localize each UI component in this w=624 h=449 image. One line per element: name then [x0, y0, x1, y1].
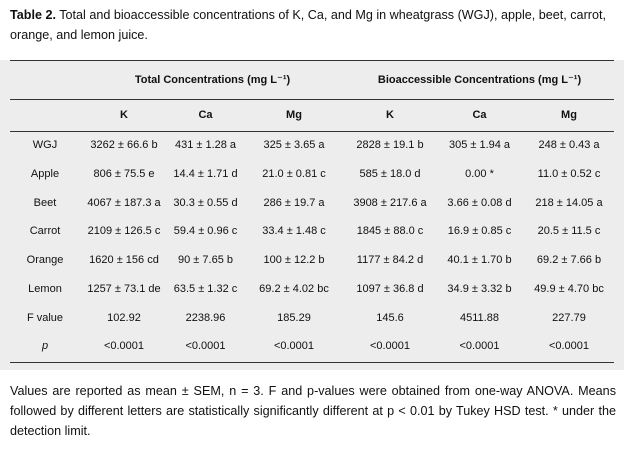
table-cell: 59.4 ± 0.96 c: [173, 225, 238, 237]
table-cell: 20.5 ± 11.5 c: [537, 225, 601, 237]
table-cell: 3262 ± 66.6 b: [90, 139, 158, 151]
table-top-rule: [10, 60, 614, 61]
table-cell: 102.92: [107, 312, 141, 324]
table-cell: 0.00 *: [465, 168, 494, 180]
table-cell: 100 ± 12.2 b: [263, 254, 325, 266]
row-label: Orange: [26, 254, 64, 266]
group-header-rule: [10, 99, 614, 100]
table-cell: 21.0 ± 0.81 c: [262, 168, 326, 180]
group-header-total: Total Concentrations (mg L⁻¹): [134, 74, 291, 86]
table-cell: 33.4 ± 1.48 c: [262, 225, 326, 237]
table-cell: 227.79: [552, 312, 586, 324]
table-cell: 69.2 ± 4.02 bc: [259, 283, 329, 295]
row-label: F value: [26, 312, 64, 324]
table-cell: <0.0001: [273, 340, 315, 352]
table-cell: <0.0001: [185, 340, 226, 352]
table-cell: 431 ± 1.28 a: [174, 139, 237, 151]
table-cell: 1620 ± 156 cd: [89, 254, 159, 266]
table-cell: 2109 ± 126.5 c: [87, 225, 161, 237]
table-cell: 806 ± 75.5 e: [93, 168, 155, 180]
table-cell: 286 ± 19.7 a: [263, 197, 325, 209]
table-cell: 3.66 ± 0.08 d: [447, 197, 512, 209]
row-label: WGJ: [32, 139, 58, 151]
column-header: Mg: [561, 109, 577, 121]
table-cell: 4511.88: [460, 312, 499, 324]
table-cell: 585 ± 18.0 d: [359, 168, 421, 180]
table-cell: 1097 ± 36.8 d: [356, 283, 424, 295]
table-cell: 14.4 ± 1.71 d: [173, 168, 238, 180]
table-cell: 11.0 ± 0.52 c: [537, 168, 601, 180]
table-bottom-rule: [10, 362, 614, 363]
table-cell: 90 ± 7.65 b: [178, 254, 233, 266]
table-cell: 34.9 ± 3.32 b: [447, 283, 512, 295]
table-cell: 16.9 ± 0.85 c: [447, 225, 512, 237]
table-cell: 49.9 ± 4.70 bc: [534, 283, 604, 295]
table-caption: Table 2. Total and bioaccessible concent…: [10, 5, 616, 45]
table-cell: <0.0001: [369, 340, 411, 352]
table-cell: 248 ± 0.43 a: [538, 139, 600, 151]
column-header: Ca: [472, 109, 487, 121]
table-cell: 218 ± 14.05 a: [535, 197, 603, 209]
table-cell: 63.5 ± 1.32 c: [173, 283, 238, 295]
column-header: Mg: [286, 109, 302, 121]
table-cell: 145.6: [376, 312, 404, 324]
table-cell: 40.1 ± 1.70 b: [447, 254, 512, 266]
group-header-bioaccessible: Bioaccessible Concentrations (mg L⁻¹): [377, 74, 582, 86]
table-cell: 30.3 ± 0.55 d: [173, 197, 238, 209]
column-header-rule: [10, 131, 614, 132]
table-cell: 4067 ± 187.3 a: [87, 197, 161, 209]
table-cell: 2238.96: [185, 312, 226, 324]
column-header: Ca: [198, 109, 213, 121]
column-header: K: [386, 109, 394, 121]
table-cell: <0.0001: [103, 340, 145, 352]
caption-text: Total and bioaccessible concentrations o…: [10, 8, 606, 42]
row-label: Lemon: [28, 283, 62, 295]
column-header: K: [120, 109, 128, 121]
row-label: Carrot: [29, 225, 61, 237]
table-panel: [0, 60, 624, 370]
caption-label: Table 2.: [10, 8, 56, 22]
table-cell: 305 ± 1.94 a: [448, 139, 511, 151]
table-cell: 3908 ± 217.6 a: [353, 197, 427, 209]
table-cell: 1257 ± 73.1 de: [87, 283, 161, 295]
row-label: Beet: [33, 197, 57, 209]
table-cell: 185.29: [277, 312, 311, 324]
table-cell: 1845 ± 88.0 c: [356, 225, 424, 237]
table-cell: 2828 ± 19.1 b: [356, 139, 424, 151]
table-cell: 325 ± 3.65 a: [263, 139, 325, 151]
table-cell: 1177 ± 84.2 d: [356, 254, 424, 266]
row-label: Apple: [30, 168, 60, 180]
table-cell: 69.2 ± 7.66 b: [536, 254, 602, 266]
row-label: p: [41, 340, 49, 352]
table-cell: <0.0001: [459, 340, 500, 352]
table-footnote: Values are reported as mean ± SEM, n = 3…: [10, 384, 616, 438]
table-cell: <0.0001: [548, 340, 590, 352]
